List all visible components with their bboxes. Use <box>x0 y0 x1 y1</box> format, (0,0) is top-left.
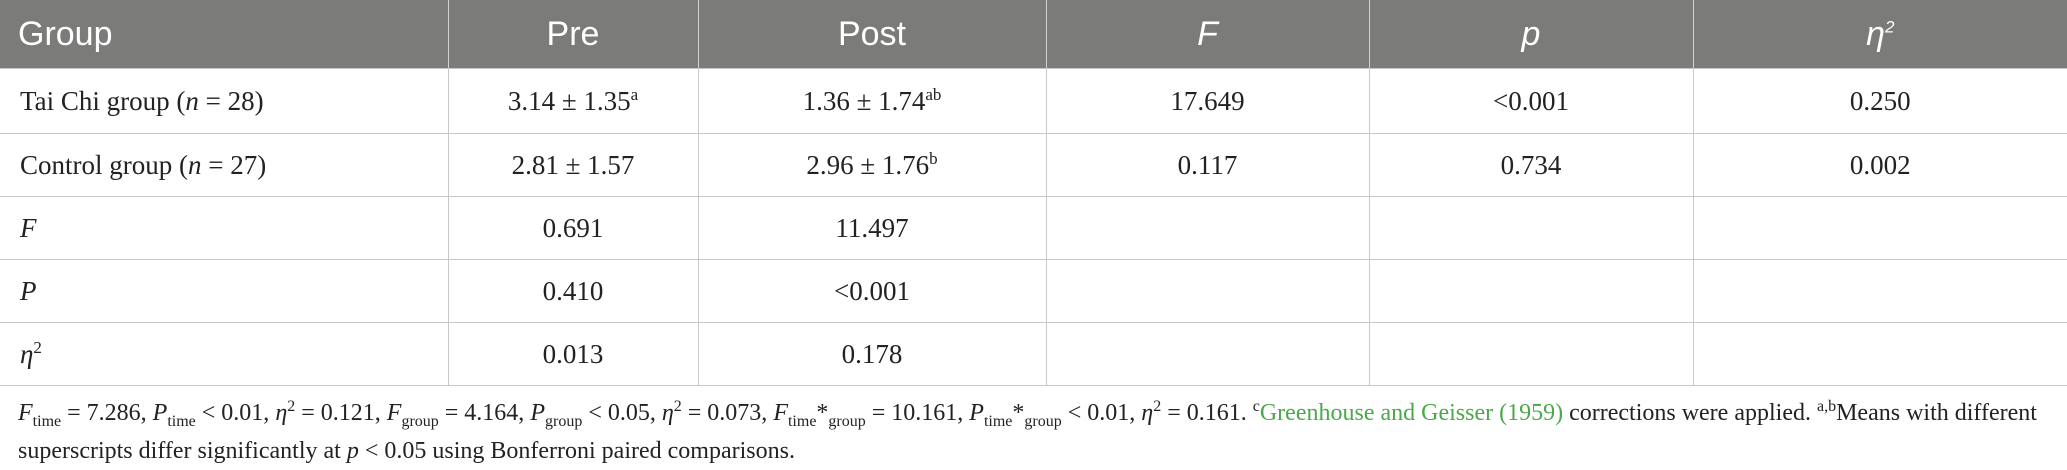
cell-p: 0.734 <box>1368 133 1694 197</box>
fn-sup-ab: a,b <box>1816 398 1837 415</box>
row-label-eta2: η2 <box>0 322 449 386</box>
cell-empty <box>1368 196 1694 260</box>
cell-empty <box>1692 259 2067 323</box>
results-table: Group Pre Post F p η2 Tai Chi group (n =… <box>0 0 2067 386</box>
cell-pre-sup: a <box>630 84 639 104</box>
cell-empty <box>1692 322 2067 386</box>
cell-pre: 0.410 <box>447 259 699 323</box>
table-row: F 0.691 11.497 <box>0 196 2067 260</box>
cell-post: 2.96 ± 1.76b <box>697 133 1047 197</box>
fn-text: < 0.05, <box>582 400 662 426</box>
fn-sup-2: 2 <box>673 398 682 415</box>
cell-empty <box>1045 196 1370 260</box>
cell-post: <0.001 <box>697 259 1047 323</box>
fn-eta: η <box>661 400 674 426</box>
row-label-n-value: = 28) <box>198 85 264 116</box>
cell-pre-value: 3.14 ± 1.35 <box>507 85 631 116</box>
fn-f: F <box>18 400 33 426</box>
header-group: Group <box>0 0 448 69</box>
fn-sub-group: group <box>1024 412 1062 430</box>
row-label-text: Tai Chi group ( <box>20 85 186 116</box>
header-eta-symbol: η <box>1866 14 1885 53</box>
fn-eta: η <box>275 400 288 426</box>
fn-sub-time: time <box>787 412 817 430</box>
fn-text: Means with different superscripts differ… <box>18 400 2037 464</box>
fn-p: P <box>530 400 545 426</box>
fn-text: = 7.286, <box>61 400 153 426</box>
cell-empty <box>1692 196 2067 260</box>
fn-sub-time: time <box>167 412 196 430</box>
fn-sup-2: 2 <box>1153 398 1162 415</box>
header-post: Post <box>697 0 1046 69</box>
table-row: Control group (n = 27) 2.81 ± 1.57 2.96 … <box>0 133 2067 197</box>
fn-p: P <box>969 400 984 426</box>
cell-pre: 0.691 <box>447 196 699 260</box>
fn-sup-c: c <box>1252 398 1260 415</box>
table-header-row: Group Pre Post F p η2 <box>0 0 2067 69</box>
header-pre: Pre <box>447 0 698 69</box>
cell-p: <0.001 <box>1368 68 1694 134</box>
cell-post-sup: ab <box>925 84 942 104</box>
fn-text: = 0.121, <box>295 400 387 426</box>
fn-text: = 10.161, <box>865 400 970 426</box>
cell-pre: 2.81 ± 1.57 <box>447 133 699 197</box>
row-label-eta: η <box>20 338 34 369</box>
cell-f: 17.649 <box>1045 68 1370 134</box>
fn-sub-group: group <box>544 412 583 430</box>
cell-post: 0.178 <box>697 322 1047 386</box>
fn-star: * <box>1012 400 1025 426</box>
cell-pre-value: 2.81 ± 1.57 <box>511 149 635 180</box>
header-p: p <box>1368 0 1693 69</box>
fn-text: < 0.01, <box>195 400 276 426</box>
fn-sub-time: time <box>32 412 62 430</box>
cell-pre: 0.013 <box>447 322 699 386</box>
header-eta2: η2 <box>1692 0 2067 69</box>
row-label-control: Control group (n = 27) <box>0 133 449 197</box>
cell-eta2: 0.250 <box>1692 68 2067 134</box>
fn-p-italic: p <box>346 438 359 464</box>
fn-f: F <box>386 400 402 426</box>
cell-eta2: 0.002 <box>1692 133 2067 197</box>
fn-sup-2: 2 <box>287 398 296 415</box>
row-label-eta-sup: 2 <box>33 337 42 357</box>
fn-text: < 0.05 using Bonferroni paired compariso… <box>358 438 795 464</box>
cell-post: 1.36 ± 1.74ab <box>697 68 1047 134</box>
fn-text: < 0.01, <box>1061 400 1142 426</box>
fn-eta: η <box>1141 400 1154 426</box>
table-row: η2 0.013 0.178 <box>0 322 2067 386</box>
table-footnote: Ftime = 7.286, Ptime < 0.01, η2 = 0.121,… <box>18 394 2058 470</box>
row-label-f: F <box>0 196 449 260</box>
fn-sub-time: time <box>983 412 1013 430</box>
cell-post-value: 2.96 ± 1.76 <box>806 149 930 180</box>
citation-link[interactable]: Greenhouse and Geisser (1959) <box>1259 400 1564 426</box>
fn-sub-group: group <box>828 412 866 430</box>
cell-f: 0.117 <box>1045 133 1370 197</box>
table-row: Tai Chi group (n = 28) 3.14 ± 1.35a 1.36… <box>0 68 2067 134</box>
fn-text: = 0.073, <box>681 400 774 426</box>
row-label-taichi: Tai Chi group (n = 28) <box>0 68 449 134</box>
fn-text: corrections were applied. <box>1563 400 1817 426</box>
cell-pre: 3.14 ± 1.35a <box>447 68 699 134</box>
fn-text: = 4.164, <box>438 400 531 426</box>
row-label-text: Control group ( <box>20 149 188 180</box>
header-eta-sup: 2 <box>1884 17 1895 37</box>
cell-empty <box>1368 259 1694 323</box>
row-label-n-value: = 27) <box>201 149 267 180</box>
cell-empty <box>1045 259 1370 323</box>
fn-f: F <box>773 400 788 426</box>
row-label-n: n <box>188 149 202 180</box>
cell-post-value: 1.36 ± 1.74 <box>802 85 926 116</box>
row-label-n: n <box>185 85 199 116</box>
table-row: P 0.410 <0.001 <box>0 259 2067 323</box>
header-f: F <box>1045 0 1369 69</box>
fn-star: * <box>816 400 829 426</box>
cell-empty <box>1368 322 1694 386</box>
fn-sub-group: group <box>401 412 439 430</box>
fn-text: = 0.161. <box>1161 400 1253 426</box>
row-label-p: P <box>0 259 449 323</box>
fn-p: P <box>152 400 168 426</box>
cell-post: 11.497 <box>697 196 1047 260</box>
cell-empty <box>1045 322 1370 386</box>
cell-post-sup: b <box>929 148 938 168</box>
